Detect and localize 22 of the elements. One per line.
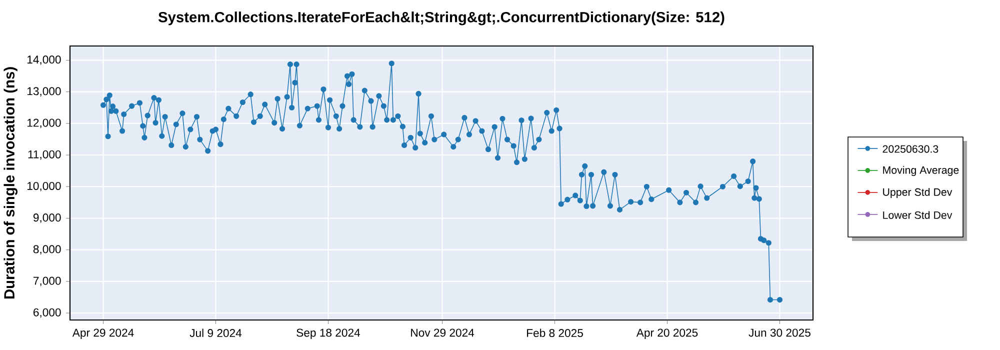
x-tick-label: Apr 29 2024 — [72, 328, 134, 339]
legend-label: Moving Average — [883, 166, 959, 176]
x-tick-label: Jul 9 2024 — [190, 328, 242, 338]
y-tick-label: 13,000 — [27, 87, 61, 96]
y-tick-label: 8,000 — [33, 245, 61, 255]
x-tick-label: Feb 8 2025 — [527, 328, 583, 338]
y-tick-label: 12,000 — [27, 118, 61, 128]
legend-label: Lower Std Dev — [883, 211, 952, 219]
y-tick-label: 11,000 — [28, 150, 61, 160]
x-tick-label: Apr 20 2025 — [636, 328, 698, 339]
x-tick-label: Jun 30 2025 — [748, 328, 810, 337]
x-tick-label: Sep 18 2024 — [296, 328, 360, 339]
chart-title: System.Collections.IterateForEach&lt;String&gt;.ConcurrentDictionary(Size: 512) — [158, 12, 724, 26]
y-tick-label: 14,000 — [27, 56, 61, 65]
legend-label: Upper Std Dev — [883, 188, 952, 198]
y-axis-title: Duration of single invocation (ns) — [4, 67, 18, 299]
y-tick-label: 10,000 — [27, 182, 61, 192]
x-tick-label: Nov 29 2024 — [411, 328, 474, 337]
legend-label: 20250630.3 — [882, 145, 938, 153]
y-tick-label: 7,000 — [34, 276, 61, 286]
y-tick-label: 9,000 — [33, 214, 61, 223]
y-tick-label: 6,000 — [34, 308, 61, 318]
